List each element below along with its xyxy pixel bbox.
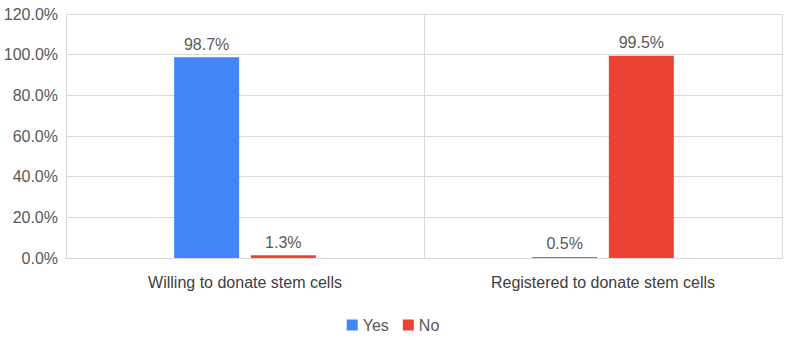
svg-text:Registered to donate stem cell: Registered to donate stem cells — [491, 274, 715, 291]
svg-text:98.7%: 98.7% — [184, 36, 229, 53]
svg-text:120.0%: 120.0% — [4, 6, 58, 23]
svg-text:80.0%: 80.0% — [13, 87, 58, 104]
svg-text:60.0%: 60.0% — [13, 128, 58, 145]
svg-text:1.3%: 1.3% — [265, 234, 301, 251]
svg-text:99.5%: 99.5% — [619, 34, 664, 51]
svg-text:0.5%: 0.5% — [546, 235, 582, 252]
svg-text:40.0%: 40.0% — [13, 168, 58, 185]
svg-text:100.0%: 100.0% — [4, 46, 58, 63]
svg-text:No: No — [419, 317, 440, 334]
svg-text:0.0%: 0.0% — [22, 250, 58, 267]
svg-text:Yes: Yes — [363, 317, 389, 334]
svg-text:20.0%: 20.0% — [13, 209, 58, 226]
svg-text:Willing to donate stem cells: Willing to donate stem cells — [148, 274, 342, 291]
